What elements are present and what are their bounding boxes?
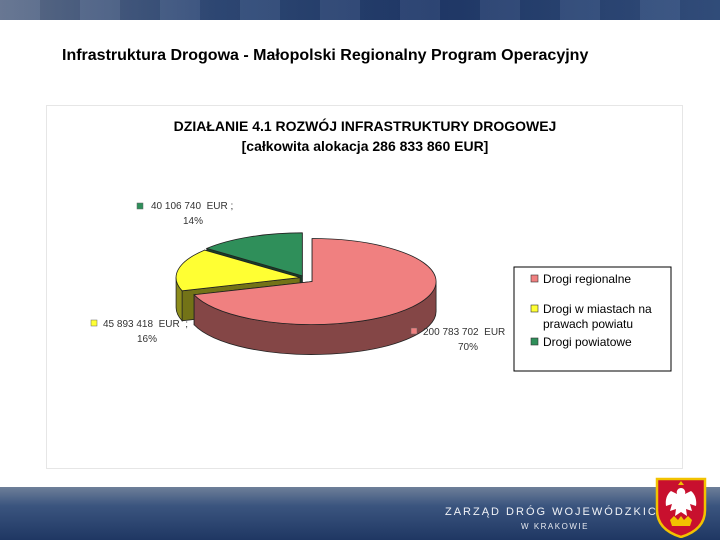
pie-slices [175,232,437,355]
pie-chart: DZIAŁANIE 4.1 ROZWÓJ INFRASTRUKTURY DROG… [90,117,672,372]
legend-swatch-drogi-miejskie [530,304,539,313]
chart-frame: DZIAŁANIE 4.1 ROZWÓJ INFRASTRUKTURY DROG… [47,106,682,468]
chart-title: DZIAŁANIE 4.1 ROZWÓJ INFRASTRUKTURY DROG… [174,117,557,134]
legend-label-drogi-powiatowe: Drogi powiatowe [543,335,632,349]
coat-of-arms-icon [654,476,708,538]
marker-drogi-regionalne [410,327,418,335]
label-value-drogi-regionalne: 200 783 702 EUR [423,327,505,338]
marker-drogi-powiatowe [136,202,144,210]
label-percent-drogi-regionalne: 70% [458,342,478,353]
top-banner [0,0,720,20]
chart-subtitle: [całkowita alokacja 286 833 860 EUR] [242,138,489,154]
legend: Drogi regionalne Drogi w miastach na pra… [513,266,672,372]
slide-title: Infrastruktura Drogowa - Małopolski Regi… [62,47,589,64]
label-value-drogi-powiatowe: 40 106 740 EUR ; [151,201,233,212]
footer-org-name: ZARZĄD DRÓG WOJEWÓDZKICH [445,506,668,518]
slice-drogi-regionalne-top [193,238,437,325]
marker-drogi-miejskie [90,319,98,327]
slice-drogi-miejskie-top [175,249,301,292]
top-banner-texture [0,0,720,20]
legend-label-drogi-regionalne: Drogi regionalne [543,272,631,286]
legend-swatch-drogi-powiatowe [530,337,539,346]
legend-label-drogi-miejskie-line1: Drogi w miastach na [543,302,652,316]
label-percent-drogi-powiatowe: 14% [183,216,203,227]
legend-label-drogi-miejskie-line2: prawach powiatu [543,317,633,331]
footer-org-city: W KRAKOWIE [521,522,589,531]
legend-swatch-drogi-regionalne [530,274,539,283]
label-value-drogi-miejskie: 45 893 418 EUR ; [103,319,188,330]
slice-drogi-powiatowe-top [205,232,303,277]
legend-box [513,266,672,372]
label-percent-drogi-miejskie: 16% [137,334,157,345]
footer-banner: ZARZĄD DRÓG WOJEWÓDZKICH W KRAKOWIE [0,487,720,540]
